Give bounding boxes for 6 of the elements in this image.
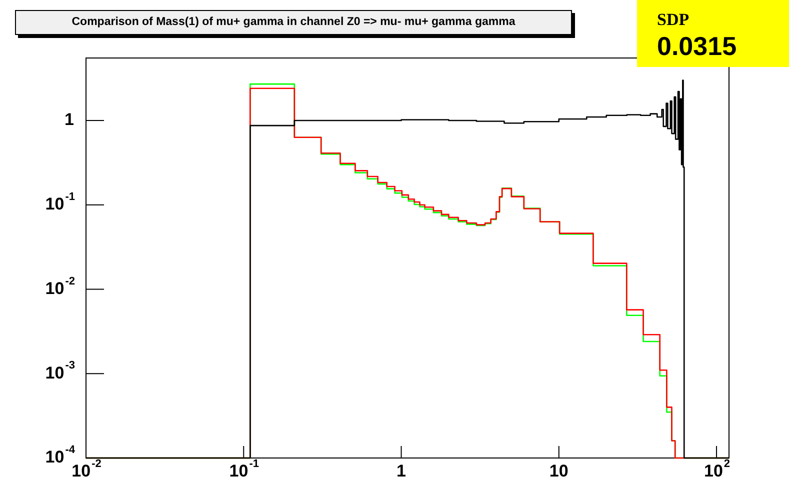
- chart-title: Comparison of Mass(1) of mu+ gamma in channel Z0 => mu- mu+ gamma gamma: [15, 10, 572, 35]
- x-tick-label: 1: [396, 462, 406, 481]
- x-tick-label: 10: [549, 462, 568, 481]
- text: SDP: [657, 10, 690, 30]
- y-tick-label: 1: [64, 110, 74, 130]
- annotation: 0.0315: [657, 31, 737, 61]
